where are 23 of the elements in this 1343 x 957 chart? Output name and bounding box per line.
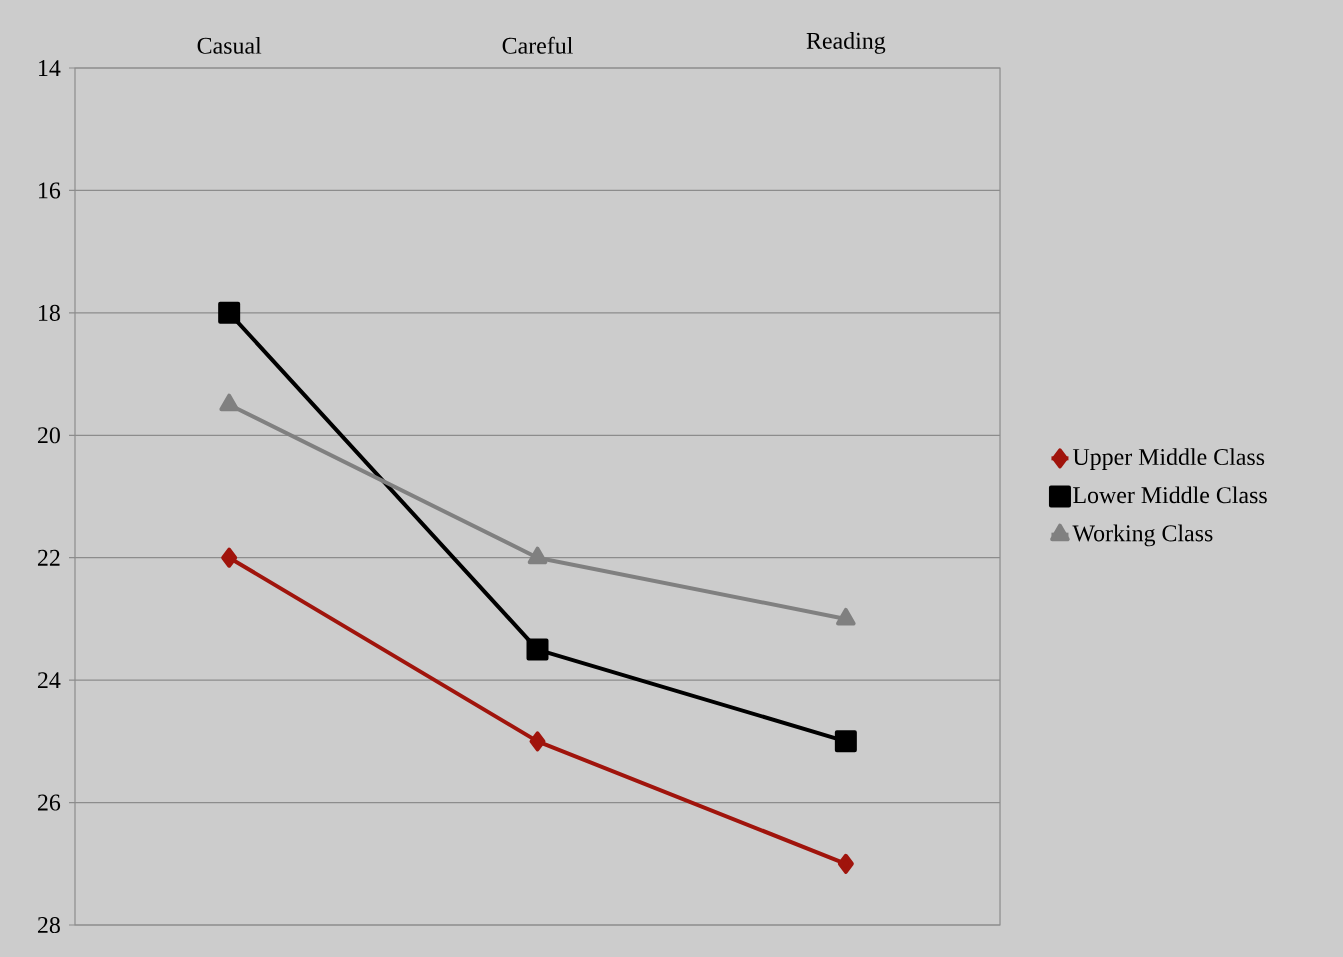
point bbox=[219, 393, 239, 412]
point bbox=[837, 853, 854, 874]
y-tick-label: 28 bbox=[37, 916, 60, 934]
legend-label: Lower Middle Class bbox=[1073, 486, 1267, 504]
legend-label: Upper Middle Class bbox=[1072, 448, 1265, 470]
point bbox=[529, 731, 546, 752]
point bbox=[836, 607, 856, 626]
point bbox=[221, 547, 238, 568]
y-tick-label: 22 bbox=[37, 549, 60, 566]
point bbox=[218, 301, 241, 324]
y-tick-label: 20 bbox=[37, 427, 60, 444]
x-tick-label: Careful bbox=[502, 36, 573, 54]
point bbox=[527, 546, 548, 565]
y-tick-label: 18 bbox=[39, 304, 60, 321]
y-tick-label: 16 bbox=[39, 182, 61, 199]
y-tick-label: 24 bbox=[37, 672, 61, 689]
x-tick-label: Casual bbox=[197, 37, 262, 54]
point bbox=[834, 730, 857, 753]
y-tick-label: 26 bbox=[37, 794, 61, 811]
point bbox=[526, 638, 549, 661]
y-tick-label: 14 bbox=[39, 60, 61, 76]
x-tick-label: Reading bbox=[806, 32, 886, 54]
legend-label: Working Class bbox=[1072, 524, 1213, 547]
